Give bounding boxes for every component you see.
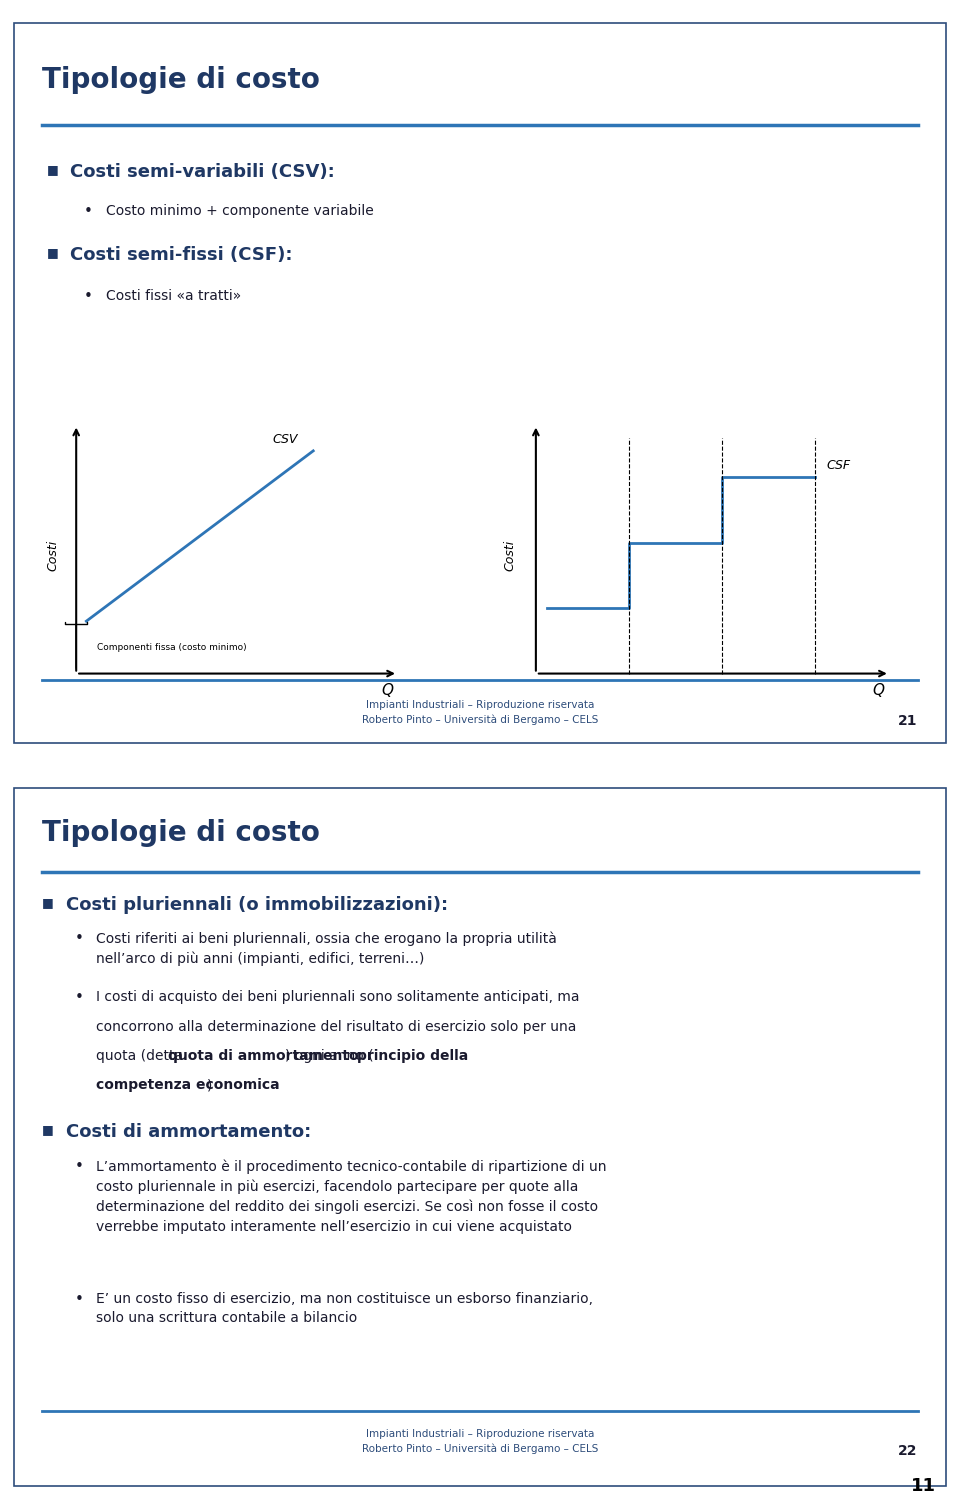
Text: CSF: CSF bbox=[827, 459, 851, 473]
Text: ■: ■ bbox=[42, 1123, 54, 1136]
Text: Componenti fissa (costo minimo): Componenti fissa (costo minimo) bbox=[97, 642, 246, 651]
Text: Impianti Industriali – Riproduzione riservata
Roberto Pinto – Università di Berg: Impianti Industriali – Riproduzione rise… bbox=[362, 699, 598, 725]
Text: E’ un costo fisso di esercizio, ma non costituisce un esborso finanziario,
solo : E’ un costo fisso di esercizio, ma non c… bbox=[96, 1292, 593, 1325]
Text: Costi: Costi bbox=[503, 540, 516, 572]
Text: principio della: principio della bbox=[357, 1049, 468, 1063]
Text: ) ogni anno (: ) ogni anno ( bbox=[285, 1049, 373, 1063]
Text: 22: 22 bbox=[899, 1444, 918, 1457]
Text: 11: 11 bbox=[911, 1477, 936, 1495]
Text: •: • bbox=[75, 931, 84, 946]
Text: •: • bbox=[84, 204, 93, 219]
Text: Costi: Costi bbox=[46, 540, 59, 572]
Text: I costi di acquisto dei beni pluriennali sono solitamente anticipati, ma: I costi di acquisto dei beni pluriennali… bbox=[96, 991, 580, 1004]
Text: Costi fissi «a tratti»: Costi fissi «a tratti» bbox=[106, 290, 241, 303]
Text: Costi riferiti ai beni pluriennali, ossia che erogano la propria utilità
nell’ar: Costi riferiti ai beni pluriennali, ossi… bbox=[96, 931, 557, 965]
Text: Q: Q bbox=[873, 683, 884, 698]
Text: Costo minimo + componente variabile: Costo minimo + componente variabile bbox=[106, 204, 373, 218]
Text: Costi pluriennali (o immobilizzazioni):: Costi pluriennali (o immobilizzazioni): bbox=[65, 896, 447, 914]
Text: Q: Q bbox=[382, 683, 394, 698]
Text: ): ) bbox=[207, 1078, 212, 1093]
Text: Costi semi-variabili (CSV):: Costi semi-variabili (CSV): bbox=[70, 164, 335, 182]
Text: L’ammortamento è il procedimento tecnico-contabile di ripartizione di un
costo p: L’ammortamento è il procedimento tecnico… bbox=[96, 1159, 607, 1234]
Text: ■: ■ bbox=[47, 246, 59, 258]
Text: Tipologie di costo: Tipologie di costo bbox=[42, 66, 321, 93]
Text: •: • bbox=[84, 290, 93, 305]
Text: competenza economica: competenza economica bbox=[96, 1078, 280, 1093]
Text: quota di ammortamento: quota di ammortamento bbox=[168, 1049, 359, 1063]
Text: •: • bbox=[75, 991, 84, 1006]
Text: Impianti Industriali – Riproduzione riservata
Roberto Pinto – Università di Berg: Impianti Industriali – Riproduzione rise… bbox=[362, 1429, 598, 1453]
Text: Costi semi-fissi (CSF):: Costi semi-fissi (CSF): bbox=[70, 246, 293, 264]
Text: Costi di ammortamento:: Costi di ammortamento: bbox=[65, 1123, 311, 1141]
Text: CSV: CSV bbox=[273, 432, 298, 446]
Text: concorrono alla determinazione del risultato di esercizio solo per una: concorrono alla determinazione del risul… bbox=[96, 1019, 577, 1034]
Text: 21: 21 bbox=[899, 714, 918, 728]
Text: quota (detta: quota (detta bbox=[96, 1049, 188, 1063]
Text: Tipologie di costo: Tipologie di costo bbox=[42, 820, 321, 848]
Text: •: • bbox=[75, 1292, 84, 1307]
Text: •: • bbox=[75, 1159, 84, 1174]
Text: ■: ■ bbox=[42, 896, 54, 910]
Text: ■: ■ bbox=[47, 164, 59, 176]
